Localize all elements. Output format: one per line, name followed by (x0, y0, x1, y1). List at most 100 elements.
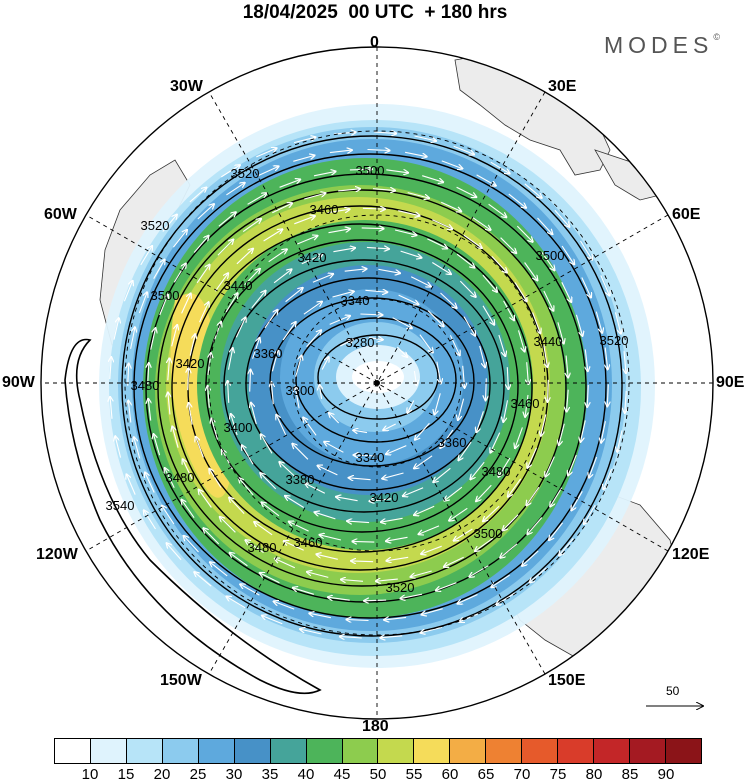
wind-arrow (231, 414, 238, 436)
wind-arrow (522, 550, 539, 566)
wind-arrow (320, 385, 322, 399)
wind-arrow (279, 180, 301, 188)
wind-arrow (284, 541, 304, 551)
wind-arrow (432, 262, 451, 275)
contour-label: 3420 (370, 490, 399, 505)
wind-arrow (483, 505, 500, 521)
wind-arrow (229, 498, 245, 514)
wind-arrow (568, 454, 577, 475)
wind-arrow (273, 269, 291, 284)
contour-label: 3420 (298, 250, 327, 265)
wind-arrow (398, 210, 419, 216)
wind-arrow (329, 316, 350, 325)
wind-arrow (383, 423, 396, 430)
wind-arrow (463, 234, 482, 248)
wind-arrow (410, 276, 431, 287)
wind-arrow (172, 230, 187, 248)
wind-arrow (421, 545, 442, 554)
wind-arrow (456, 186, 477, 197)
wind-arrow (329, 150, 352, 153)
wind-arrow (228, 381, 229, 403)
lon-label-150w: 150W (160, 672, 202, 689)
colorbar-tick-label: 50 (369, 766, 387, 783)
wind-arrow (316, 554, 338, 560)
colorbar-cell (630, 739, 666, 763)
wind-arrow (411, 570, 432, 577)
wind-arrow (548, 379, 549, 402)
wind-arrow (226, 183, 244, 196)
colorbar-cell (234, 739, 271, 763)
wind-arrow (285, 288, 303, 303)
wind-arrow (561, 245, 574, 264)
wind-arrow (415, 422, 430, 440)
wind-arrow (285, 496, 304, 508)
wind-arrow (260, 473, 277, 490)
wind-arrow (251, 403, 257, 425)
contour-labels: 3280 3300 3340 3340 3360 3360 3380 3400 3420 3420… (106, 163, 629, 595)
wind-arrow (220, 517, 236, 533)
wind-arrow (378, 268, 400, 273)
wind-arrow (183, 459, 193, 480)
lon-label-120w: 120W (36, 546, 78, 563)
wind-arrow (421, 626, 443, 632)
colorbar-tick-label: 70 (513, 766, 531, 783)
contour-label: 3360 (438, 435, 467, 450)
wind-arrow (459, 441, 472, 460)
wind-arrow (347, 620, 369, 621)
colorbar-tick-label: 10 (81, 766, 99, 783)
wind-arrow (581, 277, 591, 298)
wind-arrow (271, 382, 273, 405)
contour (121, 135, 623, 637)
wind-arrow (312, 274, 333, 283)
wind-arrow (279, 462, 296, 478)
wind-arrow (561, 281, 572, 302)
wind-arrow (327, 209, 350, 214)
wind-arrow (463, 316, 475, 336)
wind-arrow (189, 334, 195, 356)
wind-arrow (503, 514, 519, 531)
colorbar-tick-label: 20 (153, 766, 171, 783)
wind-arrow (545, 456, 555, 477)
wind-arrow (614, 312, 620, 333)
lon-label-60e: 60E (672, 206, 701, 223)
colorbar-tick-label: 80 (585, 766, 603, 783)
colorbar-cell (162, 739, 199, 763)
wind-arrow (386, 445, 407, 455)
contour-label: 3440 (224, 278, 253, 293)
wind-arrow (235, 317, 245, 338)
wind-arrow (584, 504, 596, 524)
pole-dot (374, 380, 380, 386)
wind-arrow (236, 249, 253, 265)
wind-arrow (444, 556, 464, 567)
wind-arrow (624, 351, 626, 373)
colorbar-cell (342, 739, 379, 763)
wind-arrow (293, 137, 315, 144)
wind-arrow (242, 445, 254, 465)
wind-arrow (503, 400, 509, 422)
wind-arrow (396, 346, 407, 357)
wind-arrow (414, 455, 433, 469)
wind-arrow (491, 574, 510, 587)
wind-arrow (366, 247, 389, 249)
reference-vector-label: 50 (666, 684, 680, 698)
wind-arrows (110, 132, 626, 638)
wind-arrow (324, 442, 344, 453)
wind-arrow (256, 148, 276, 158)
wind-arrow (320, 535, 342, 541)
wind-arrow (445, 486, 463, 500)
contour-label: 3500 (536, 248, 565, 263)
wind-arrow (566, 355, 568, 378)
colorbar-cell (486, 739, 523, 763)
wind-arrow (181, 293, 191, 314)
wind-arrow (459, 612, 480, 622)
wind-arrow (476, 411, 484, 432)
wind-arrow (600, 275, 610, 295)
lon-label-30e: 30E (548, 78, 577, 95)
wind-arrow (386, 536, 408, 541)
contour-label: 3480 (248, 540, 277, 555)
wind-arrow (559, 423, 565, 445)
wind-arrow (134, 437, 141, 459)
wind-arrow (189, 188, 207, 203)
wind-arrow (554, 209, 570, 227)
